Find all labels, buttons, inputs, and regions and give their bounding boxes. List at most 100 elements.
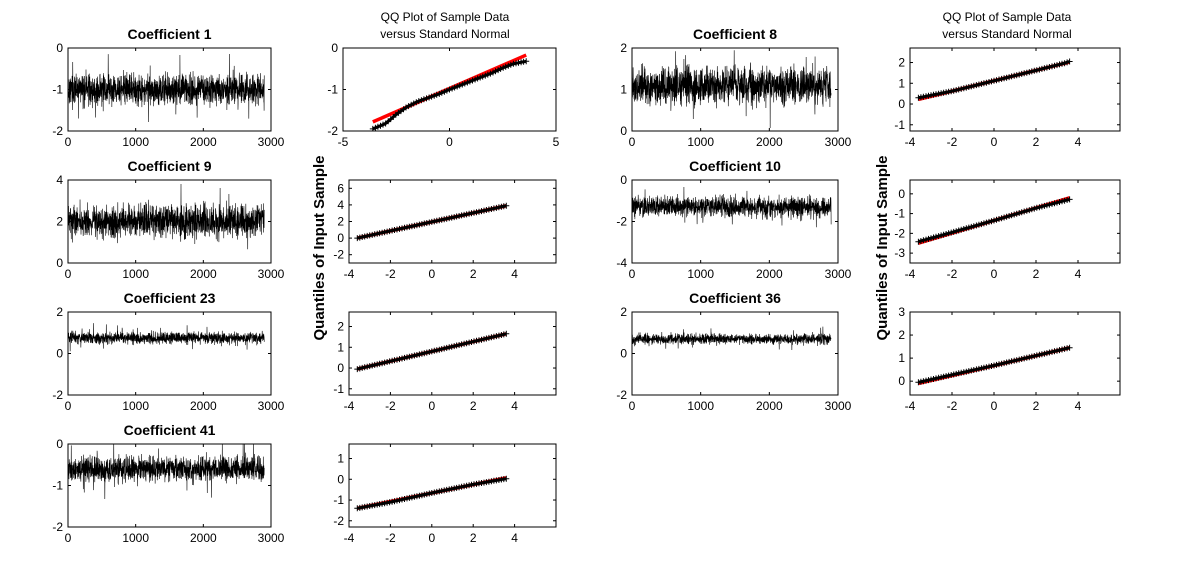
qq-title-right: QQ Plot of Sample Data versus Standard N… xyxy=(942,10,1071,41)
subplot-qq-10: -4 -2 0 2 4 -3 -2 -1 0 xyxy=(894,179,1121,281)
qq-36-ytick-label: 0 xyxy=(898,374,905,388)
qq-41-data xyxy=(354,475,510,512)
qq-9-ytick-label: -2 xyxy=(333,248,344,262)
qq-36-xtick-label: -4 xyxy=(905,399,916,413)
qq-8-xtick-label: -2 xyxy=(947,135,958,149)
qq-36-xtick-label: 2 xyxy=(1033,399,1040,413)
qq-10-ytick-label: -1 xyxy=(894,207,905,221)
subplot-ts-8: Coefficient 8 0 1000 2000 3000 0 1 2 xyxy=(620,26,851,149)
ts-8-xtick-label: 3000 xyxy=(825,135,852,149)
subplot-ts-23: Coefficient 230 1000 2000 3000-202 xyxy=(52,290,284,413)
ts-9-ytick-label: 0 xyxy=(56,256,63,270)
qq-9-xtick-label: 2 xyxy=(470,267,477,281)
ts-36-xtick-label: 3000 xyxy=(825,399,852,413)
qq-9-xtick-label: -2 xyxy=(385,267,396,281)
ts-1-ytick-label: -1 xyxy=(52,83,63,97)
qq-8-ytick-label: 1 xyxy=(898,76,905,90)
qq-title-right-line1: QQ Plot of Sample Data xyxy=(943,10,1072,24)
ts-8-ytick-label: 2 xyxy=(620,41,627,55)
qq-1-sample-band xyxy=(372,59,527,131)
qq-10-xtick-label: 0 xyxy=(991,267,998,281)
ts-23-series-line xyxy=(68,323,265,352)
qq-23-ytick-label: -1 xyxy=(333,382,344,396)
qq-10-axes-box xyxy=(909,179,1121,264)
subplot-ts-41: Coefficient 41 0 1000 2000 3000 -2 -1 0 xyxy=(52,422,284,545)
ts-9-ytick-label: 2 xyxy=(56,215,63,229)
ts-8-series-line xyxy=(632,50,832,128)
qq-23-ytick-label: 1 xyxy=(337,340,344,354)
qq-36-xtick-label: -2 xyxy=(947,399,958,413)
qq-9-sample-band xyxy=(356,204,507,240)
qq-9-xtick-label: -4 xyxy=(344,267,355,281)
qq-10-xtick-label: -4 xyxy=(905,267,916,281)
qq-41-sample-band xyxy=(357,477,507,510)
ts-36-axes-box xyxy=(631,311,839,396)
qq-1-data xyxy=(369,53,530,131)
ts-23-ytick-label: 0 xyxy=(56,347,63,361)
ts-1-data xyxy=(68,53,265,123)
qq-41-ytick-label: -2 xyxy=(333,514,344,528)
subplot-qq-41: -4 -2 0 2 4-2-101 xyxy=(333,443,557,545)
ts-41-xtick-label: 2000 xyxy=(190,531,217,545)
ts-23-xtick-label: 2000 xyxy=(190,399,217,413)
ts-1-ytick-label: -2 xyxy=(52,124,63,138)
ts-10-ytick-label: -4 xyxy=(616,256,627,270)
ts-9-xtick-label: 2000 xyxy=(190,267,217,281)
ts-9-xtick-label: 1000 xyxy=(122,267,149,281)
ts-36-ytick-label: -2 xyxy=(616,388,627,402)
subplot-ts-36: Coefficient 360 1000 2000 3000-202 xyxy=(616,290,851,413)
qq-10-ytick-label: 0 xyxy=(898,187,905,201)
ts-1-xtick-label: 1000 xyxy=(122,135,149,149)
qq-36-sample-band xyxy=(918,346,1070,384)
ts-8-ytick-label: 0 xyxy=(620,124,627,138)
qq-10-xtick-label: 4 xyxy=(1075,267,1082,281)
qq-36-ytick-label: 3 xyxy=(898,305,905,319)
qq-1-xtick-label: 0 xyxy=(446,135,453,149)
ts-41-xtick-label: 3000 xyxy=(258,531,285,545)
ts-23-xtick-label: 3000 xyxy=(258,399,285,413)
qq-41-xtick-label: -4 xyxy=(344,531,355,545)
qq-8-axes-box xyxy=(909,47,1121,132)
ts-10-axes-box xyxy=(631,179,839,264)
ts-1-xtick-label: 0 xyxy=(65,135,72,149)
ts-9-ytick-label: 4 xyxy=(56,173,63,187)
qq-8-ytick-label: 2 xyxy=(898,56,905,70)
qq-23-ytick-label: 0 xyxy=(337,361,344,375)
ts-1-series-line xyxy=(68,53,265,123)
ts-41-xtick-label: 1000 xyxy=(122,531,149,545)
qq-36-xtick-label: 0 xyxy=(991,399,998,413)
qq-41-xtick-label: 0 xyxy=(428,531,435,545)
ts-23-title: Coefficient 23 xyxy=(124,290,216,306)
ts-9-series-line xyxy=(68,184,265,250)
qq-title-left: QQ Plot of Sample Data versus Standard N… xyxy=(380,10,509,41)
qq-23-data xyxy=(354,330,510,373)
qq-ylabel-left: Quantiles of Input Sample xyxy=(311,155,328,340)
ts-23-axes-box xyxy=(67,311,272,396)
subplot-qq-23: -4 -2 0 2 4 -1 0 1 2 xyxy=(333,311,557,413)
qq-9-data xyxy=(354,202,510,242)
qq-9-ytick-label: 6 xyxy=(337,181,344,195)
ts-36-series-line xyxy=(632,326,832,350)
qq-8-sample-band xyxy=(918,60,1071,100)
ts-36-xtick-label: 2000 xyxy=(756,399,783,413)
qq-title-right-line2: versus Standard Normal xyxy=(942,27,1071,41)
qq-8-data xyxy=(915,58,1073,102)
ts-41-ytick-label: 0 xyxy=(56,437,63,451)
qq-1-xtick-label: -5 xyxy=(338,135,349,149)
ts-8-xtick-label: 2000 xyxy=(756,135,783,149)
qq-1-xtick-label: 5 xyxy=(553,135,560,149)
qq-23-xtick-label: 4 xyxy=(511,399,518,413)
ts-41-axes-box xyxy=(67,443,272,528)
ts-9-title: Coefficient 9 xyxy=(127,158,211,174)
ts-23-ytick-label: -2 xyxy=(52,388,63,402)
ts-10-xtick-label: 1000 xyxy=(687,267,714,281)
qq-23-xtick-label: 0 xyxy=(428,399,435,413)
qq-10-xtick-label: 2 xyxy=(1033,267,1040,281)
ts-8-data xyxy=(632,50,832,128)
qq-41-xtick-label: -2 xyxy=(385,531,396,545)
ts-23-data xyxy=(68,323,265,352)
qq-36-xtick-label: 4 xyxy=(1075,399,1082,413)
qq-9-axes-box xyxy=(348,179,557,264)
ts-10-xtick-label: 2000 xyxy=(756,267,783,281)
